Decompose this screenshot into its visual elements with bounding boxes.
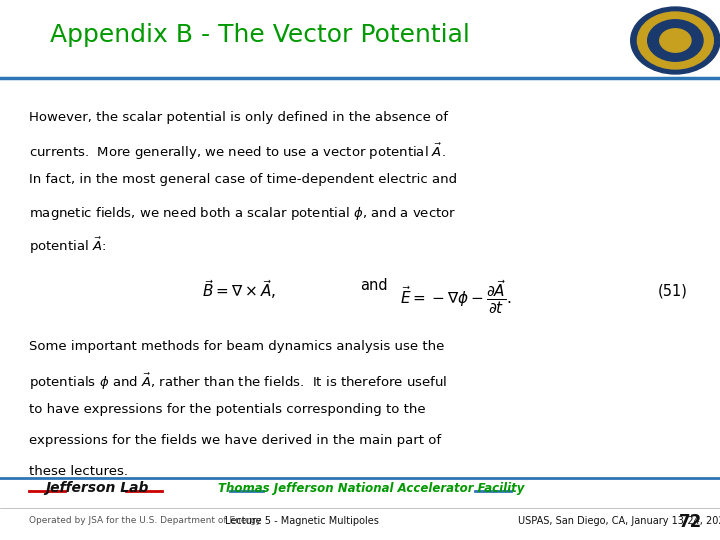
Text: potentials $\phi$ and $\vec{A}$, rather than the fields.  It is therefore useful: potentials $\phi$ and $\vec{A}$, rather … — [29, 372, 447, 392]
Text: expressions for the fields we have derived in the main part of: expressions for the fields we have deriv… — [29, 434, 441, 447]
Text: Appendix B - The Vector Potential: Appendix B - The Vector Potential — [50, 23, 470, 46]
Circle shape — [648, 20, 703, 61]
Text: However, the scalar potential is only defined in the absence of: However, the scalar potential is only de… — [29, 111, 448, 124]
Text: currents.  More generally, we need to use a vector potential $\vec{A}$.: currents. More generally, we need to use… — [29, 142, 446, 163]
Text: these lectures.: these lectures. — [29, 465, 128, 478]
Text: 72: 72 — [679, 513, 702, 531]
Text: $\vec{B} = \nabla \times \vec{A},$: $\vec{B} = \nabla \times \vec{A},$ — [202, 278, 276, 301]
Text: Lecture 5 - Magnetic Multipoles: Lecture 5 - Magnetic Multipoles — [225, 516, 379, 526]
Text: Jefferson Lab: Jefferson Lab — [45, 481, 149, 495]
Text: and: and — [360, 278, 387, 293]
Circle shape — [637, 12, 714, 69]
Text: Thomas Jefferson National Accelerator Facility: Thomas Jefferson National Accelerator Fa… — [217, 482, 524, 495]
Text: (51): (51) — [658, 284, 688, 299]
Circle shape — [631, 7, 720, 74]
Text: In fact, in the most general case of time-dependent electric and: In fact, in the most general case of tim… — [29, 173, 457, 186]
Text: magnetic fields, we need both a scalar potential $\phi$, and a vector: magnetic fields, we need both a scalar p… — [29, 205, 456, 221]
Text: Some important methods for beam dynamics analysis use the: Some important methods for beam dynamics… — [29, 340, 444, 353]
Text: USPAS, San Diego, CA, January 13-24, 2020: USPAS, San Diego, CA, January 13-24, 202… — [518, 516, 720, 526]
Text: potential $\vec{A}$:: potential $\vec{A}$: — [29, 236, 106, 256]
Text: $\vec{E} = -\nabla\phi - \dfrac{\partial\vec{A}}{\partial t}.$: $\vec{E} = -\nabla\phi - \dfrac{\partial… — [400, 278, 511, 316]
Circle shape — [660, 29, 691, 52]
Text: Operated by JSA for the U.S. Department of Energy: Operated by JSA for the U.S. Department … — [29, 516, 261, 525]
Text: to have expressions for the potentials corresponding to the: to have expressions for the potentials c… — [29, 403, 426, 416]
